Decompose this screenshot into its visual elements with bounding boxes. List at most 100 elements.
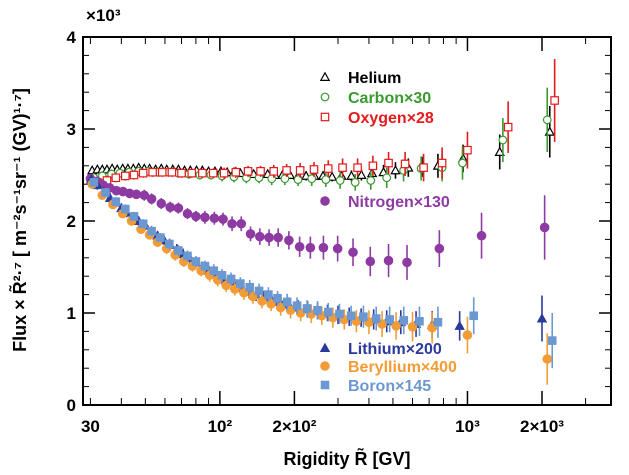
legend: Helium Carbon×30 Oxygen×28 Nitrogen×130 Lith… xyxy=(319,70,457,395)
data-point xyxy=(547,336,557,345)
x-tick-label: 2×10² xyxy=(272,417,316,436)
data-point xyxy=(257,296,267,306)
legend-marker xyxy=(320,92,330,102)
legend-label: Nitrogen×130 xyxy=(348,194,450,211)
data-point xyxy=(494,146,505,156)
data-point xyxy=(182,208,193,219)
data-point xyxy=(346,311,356,321)
data-point xyxy=(129,170,139,180)
data-point xyxy=(309,165,319,174)
series-2 xyxy=(93,59,559,187)
data-point xyxy=(323,164,333,173)
data-point xyxy=(217,270,227,280)
data-point xyxy=(415,316,424,326)
data-point xyxy=(282,166,291,175)
data-point xyxy=(284,235,294,246)
series-6 xyxy=(89,177,557,369)
data-point xyxy=(167,167,177,177)
data-point xyxy=(209,266,219,275)
legend-marker xyxy=(320,112,330,122)
legend-label: Carbon×30 xyxy=(348,90,431,107)
data-point xyxy=(121,204,130,214)
data-point xyxy=(139,190,150,201)
data-point xyxy=(245,229,256,239)
data-point xyxy=(323,307,333,317)
data-point xyxy=(368,161,378,171)
data-point xyxy=(348,247,358,258)
data-point xyxy=(346,170,357,180)
legend-marker xyxy=(319,342,331,352)
data-point xyxy=(111,173,121,183)
data-point xyxy=(407,321,418,332)
legend-entry: Nitrogen×130 xyxy=(320,194,450,211)
data-point xyxy=(254,286,264,296)
data-point xyxy=(157,167,167,177)
data-point xyxy=(111,197,121,206)
data-point xyxy=(503,122,513,132)
data-point xyxy=(332,243,343,254)
data-point xyxy=(264,232,274,243)
data-point xyxy=(321,175,331,185)
data-point xyxy=(338,163,347,172)
data-point xyxy=(264,290,273,299)
data-point xyxy=(498,135,508,145)
data-point xyxy=(218,214,228,224)
data-point xyxy=(146,194,157,204)
data-point xyxy=(269,167,279,176)
data-point xyxy=(138,168,148,178)
legend-marker xyxy=(320,361,330,371)
legend-label: Oxygen×28 xyxy=(348,110,434,127)
legend-marker xyxy=(320,196,330,206)
y-tick-label: 2 xyxy=(67,212,76,231)
plot-frame xyxy=(82,36,612,406)
legend-entry: Helium xyxy=(319,70,401,87)
data-point xyxy=(542,354,553,364)
data-point xyxy=(280,174,290,184)
x-axis-title: Rigidity R̃ [GV] xyxy=(284,447,411,469)
data-point xyxy=(243,167,253,176)
data-point xyxy=(200,261,210,271)
data-point xyxy=(101,188,110,197)
legend-label: Boron×145 xyxy=(348,378,431,395)
data-point xyxy=(400,159,410,169)
data-point xyxy=(550,96,559,105)
data-point xyxy=(313,305,322,315)
y-tick-label: 1 xyxy=(67,304,76,323)
x-tick-label: 30 xyxy=(81,417,100,436)
data-point xyxy=(226,274,236,284)
data-point xyxy=(469,311,479,321)
legend-label: Lithium×200 xyxy=(348,341,442,358)
data-point xyxy=(236,218,247,229)
data-point xyxy=(385,315,394,324)
data-point xyxy=(402,257,412,268)
data-point xyxy=(129,212,139,221)
data-point xyxy=(335,176,345,185)
data-point xyxy=(463,145,472,155)
legend-marker xyxy=(320,380,330,390)
data-point xyxy=(219,168,229,178)
data-point xyxy=(174,246,183,255)
legend-marker xyxy=(319,71,331,81)
data-point xyxy=(236,279,245,288)
data-point xyxy=(273,293,282,303)
data-point xyxy=(256,167,265,176)
data-point xyxy=(275,302,286,313)
data-point xyxy=(227,218,237,229)
data-point xyxy=(454,320,465,330)
data-point xyxy=(295,166,305,175)
data-point xyxy=(356,169,367,179)
data-point xyxy=(353,163,362,172)
data-point xyxy=(335,309,344,319)
y-tick-label: 0 xyxy=(67,396,76,415)
y-tick-label: 3 xyxy=(67,120,76,139)
data-point xyxy=(177,168,186,178)
data-point xyxy=(433,317,443,327)
data-point xyxy=(121,171,130,181)
data-point xyxy=(173,203,184,213)
data-point xyxy=(191,211,201,222)
data-point xyxy=(282,297,292,307)
data-point xyxy=(359,312,368,321)
data-point xyxy=(138,219,148,229)
